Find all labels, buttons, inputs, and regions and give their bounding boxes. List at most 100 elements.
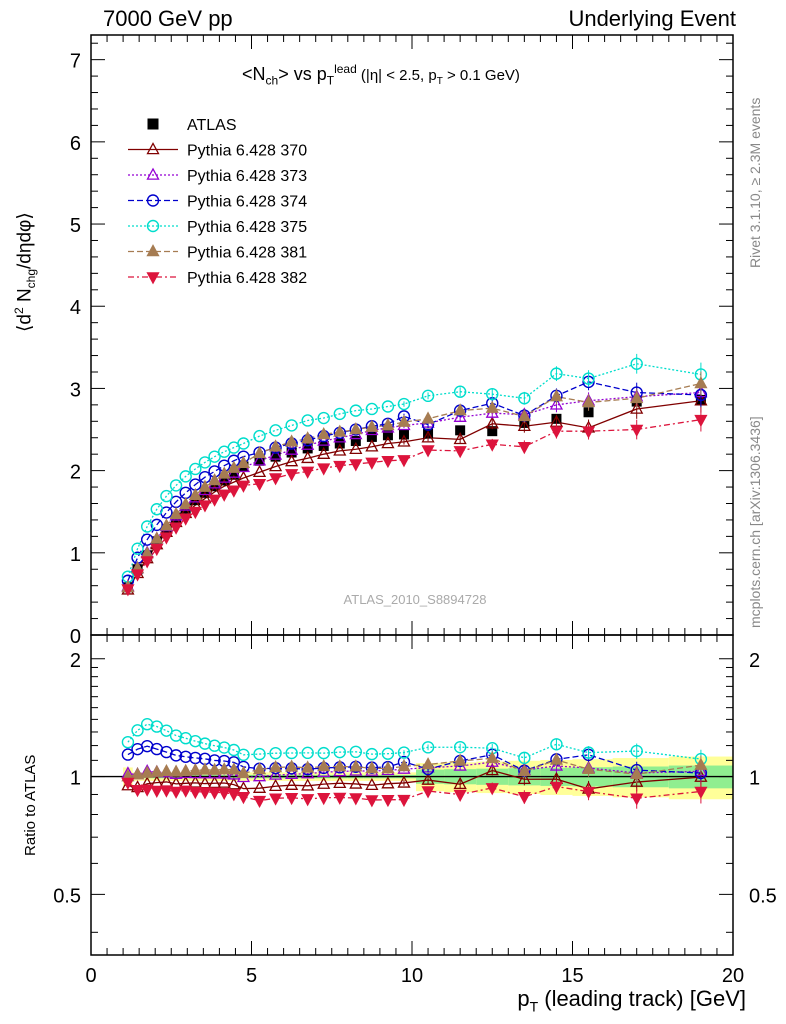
- main-point: [254, 455, 265, 466]
- main-point: [455, 425, 466, 436]
- main-point: [349, 459, 363, 472]
- main-point: [318, 440, 329, 451]
- ratio-point: [252, 795, 267, 809]
- ratio-point: [169, 749, 183, 762]
- main-point: [198, 456, 212, 469]
- main-point: [366, 431, 377, 442]
- ratio-point: [169, 786, 183, 799]
- ratio-point: [381, 776, 395, 789]
- ratio-point: [333, 759, 347, 772]
- main-point: [302, 443, 313, 454]
- legend-label: Pythia 6.428 382: [187, 270, 307, 287]
- main-point: [270, 451, 281, 462]
- ratio-point: [269, 746, 282, 760]
- ratio-point: [253, 747, 266, 761]
- main-point: [453, 403, 467, 416]
- main-point: [179, 496, 193, 510]
- main-y-tick-label: 3: [70, 379, 81, 401]
- main-point: [301, 414, 314, 427]
- main-point: [517, 418, 531, 432]
- ratio-point: [630, 766, 644, 779]
- ratio-point: [421, 786, 435, 799]
- ratio-point: [198, 787, 212, 800]
- ratio-point: [485, 750, 499, 764]
- main-point: [285, 454, 299, 467]
- main-point: [268, 459, 283, 472]
- main-point: [349, 422, 363, 435]
- legend-label: ATLAS: [187, 117, 237, 134]
- main-point: [630, 390, 644, 404]
- ratio-point: [188, 763, 202, 776]
- main-point: [236, 455, 251, 468]
- ratio-point: [285, 777, 299, 790]
- main-point: [397, 414, 411, 427]
- ratio-point: [159, 763, 174, 777]
- main-point: [485, 400, 499, 413]
- main-point: [487, 426, 498, 437]
- main-point: [189, 462, 202, 476]
- main-point: [486, 387, 499, 401]
- main-y-tick-label: 2: [70, 462, 81, 484]
- main-point: [237, 437, 250, 450]
- main-point: [397, 434, 411, 447]
- legend-label: Pythia 6.428 381: [187, 245, 307, 262]
- x-axis-label: pT (leading track) [GeV]: [517, 986, 746, 1015]
- legend-marker: [146, 244, 160, 257]
- main-point: [150, 543, 164, 557]
- main-point: [207, 473, 222, 486]
- ratio-point: [285, 759, 299, 772]
- ratio-point: [121, 748, 135, 761]
- main-point: [252, 445, 267, 459]
- ratio-point: [207, 762, 222, 775]
- ratio-point: [131, 724, 144, 737]
- ratio-point: [227, 762, 241, 775]
- main-point: [485, 416, 499, 429]
- main-point: [159, 518, 174, 531]
- main-point: [317, 427, 331, 440]
- ratio-point: [285, 792, 299, 806]
- x-tick-label: 10: [401, 965, 423, 987]
- ratio-point: [549, 781, 564, 794]
- main-point: [317, 411, 330, 425]
- x-tick-label: 5: [246, 965, 257, 987]
- ratio-point: [421, 757, 435, 770]
- main-point: [630, 357, 643, 370]
- ratio-y-tick-label-right: 2: [749, 650, 760, 672]
- main-point: [268, 447, 283, 460]
- ratio-point: [268, 760, 283, 773]
- ratio-point: [694, 786, 708, 799]
- ratio-point: [397, 746, 411, 759]
- ratio-point: [179, 785, 193, 798]
- main-point: [140, 556, 154, 569]
- ratio-point: [268, 793, 283, 806]
- ratio-point: [317, 793, 331, 806]
- main-point: [179, 470, 192, 483]
- ratio-point: [349, 745, 363, 759]
- main-point: [236, 480, 251, 493]
- ratio-point: [518, 751, 531, 765]
- main-point: [453, 409, 467, 422]
- legend-marker: [147, 118, 159, 130]
- ratio-point: [237, 748, 250, 762]
- ratio-point: [381, 760, 395, 774]
- main-point: [217, 489, 231, 502]
- main-point: [453, 385, 467, 398]
- ratio-point: [517, 763, 531, 777]
- header-left: 7000 GeV pp: [103, 6, 233, 31]
- ratio-point: [333, 745, 346, 759]
- ratio-point: [207, 775, 222, 789]
- legend-label: Pythia 6.428 373: [187, 168, 307, 185]
- main-series-line: [127, 363, 702, 577]
- main-point: [381, 417, 395, 431]
- main-point: [285, 434, 299, 447]
- main-y-tick-label: 0: [70, 626, 81, 648]
- main-point: [581, 426, 596, 439]
- ratio-point: [301, 760, 315, 773]
- main-point: [381, 455, 395, 469]
- chart-title: <Nch> vs pTlead (|η| < 2.5, pT > 0.1 GeV…: [242, 62, 520, 88]
- ratio-point: [485, 783, 499, 796]
- main-point: [252, 453, 267, 466]
- ratio-point: [581, 786, 596, 800]
- ratio-point: [140, 718, 154, 731]
